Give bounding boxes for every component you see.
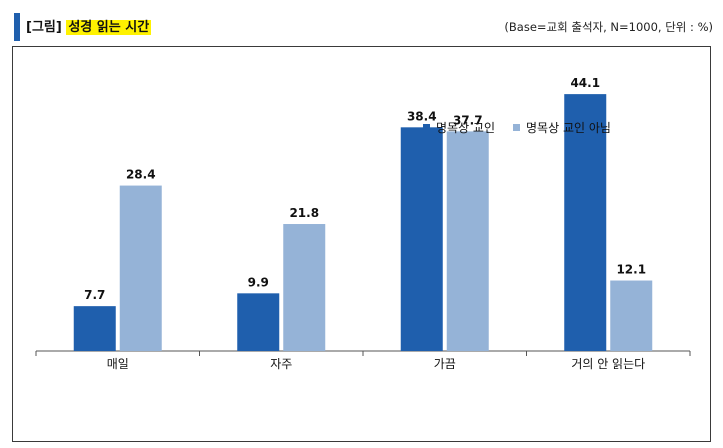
bar-series-1-1 — [73, 306, 116, 351]
data-label-series-2-1: 28.4 — [126, 168, 156, 182]
chart-header: [그림] 성경 읽는 시간 (Base=교회 출석자, N=1000, 단위 :… — [0, 0, 723, 46]
category-label-3: 가끔 — [434, 357, 456, 371]
legend-swatch-series-2 — [513, 124, 521, 131]
category-label-2: 자주 — [270, 357, 292, 371]
legend-item-series-2: 명목상 교인 아님 — [513, 119, 611, 136]
bar-series-1-4 — [564, 94, 607, 352]
data-label-series-1-1: 7.7 — [84, 288, 105, 302]
bar-series-2-3 — [446, 131, 489, 351]
data-label-series-2-2: 21.8 — [289, 206, 319, 220]
title-accent-bar — [14, 13, 20, 41]
chart-frame — [12, 46, 711, 442]
legend-label-series-1: 명목상 교인 — [436, 121, 496, 135]
base-note: (Base=교회 출석자, N=1000, 단위 : %) — [504, 20, 713, 34]
data-label-series-1-4: 44.1 — [570, 76, 600, 90]
data-label-series-1-3: 38.4 — [407, 109, 437, 123]
bar-series-1-2 — [237, 293, 280, 351]
category-label-4: 거의 안 읽는다 — [571, 357, 645, 371]
title-prefix: [그림] — [26, 20, 62, 35]
chart-title: [그림] 성경 읽는 시간 — [26, 16, 152, 35]
data-label-series-1-2: 9.9 — [248, 275, 269, 289]
bar-series-2-4 — [610, 280, 653, 351]
bar-series-1-3 — [400, 127, 443, 351]
chart-legend: 명목상 교인 명목상 교인 아님 — [423, 119, 629, 136]
bar-series-2-2 — [283, 224, 326, 351]
data-label-series-2-4: 12.1 — [616, 263, 646, 277]
title-main: 성경 읽는 시간 — [66, 20, 152, 35]
legend-swatch-series-1 — [423, 124, 430, 131]
data-label-series-2-3: 37.7 — [453, 113, 483, 127]
category-label-1: 매일 — [107, 357, 129, 371]
legend-item-series-1: 명목상 교인 — [423, 119, 495, 136]
legend-label-series-2: 명목상 교인 아님 — [526, 121, 611, 135]
bar-series-2-1 — [119, 185, 162, 351]
